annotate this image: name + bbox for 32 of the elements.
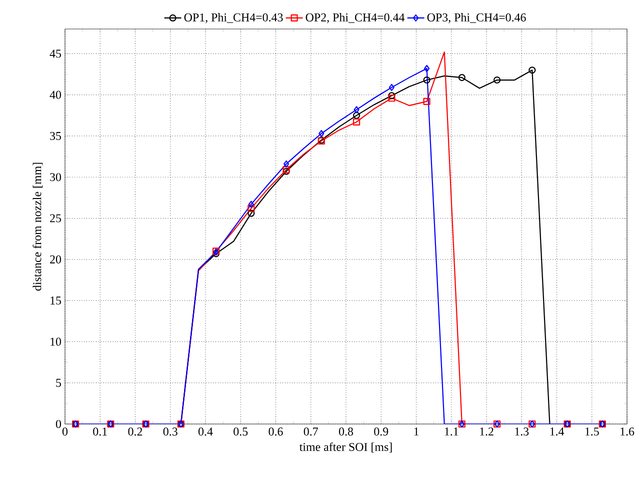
legend-label: OP1, Phi_CH4=0.43	[184, 13, 283, 24]
x-tick-label: 1.3	[515, 428, 529, 436]
y-tick-label: 20	[50, 255, 62, 264]
x-tick-label: 1	[414, 428, 419, 436]
x-tick-label: 0.3	[163, 428, 178, 436]
y-tick-label: 30	[50, 173, 62, 182]
legend-label: OP2, Phi_CH4=0.44	[306, 13, 405, 24]
y-tick-label: 5	[56, 378, 62, 387]
x-tick-label: 0.6	[268, 428, 283, 436]
x-tick-label: 1.2	[480, 428, 494, 436]
x-tick-label: 1.5	[585, 428, 599, 436]
y-tick-label: 25	[50, 214, 62, 222]
x-tick-label: 0	[62, 428, 68, 436]
x-tick-label: 0.4	[198, 428, 213, 436]
x-tick-label: 1.6	[620, 428, 634, 436]
legend-label: OP3, Phi_CH4=0.46	[427, 13, 526, 24]
x-tick-label: 0.8	[338, 428, 354, 436]
x-axis-title: time after SOI [ms]	[299, 442, 392, 452]
y-tick-label: 45	[50, 50, 62, 58]
x-tick-label: 0.9	[374, 428, 388, 436]
x-tick-label: 1.4	[550, 428, 564, 436]
y-axis-title: distance from nozzle [mm]	[32, 162, 43, 291]
y-tick-label: 40	[50, 90, 62, 99]
x-tick-label: 1.1	[444, 428, 458, 436]
y-tick-label: 10	[50, 338, 62, 346]
x-tick-label: 0.1	[93, 428, 107, 436]
y-tick-label: 0	[56, 420, 62, 428]
x-tick-label: 0.5	[234, 428, 248, 436]
x-tick-label: 0.7	[304, 428, 318, 436]
x-tick-label: 0.2	[128, 428, 142, 436]
y-tick-label: 15	[50, 296, 62, 305]
y-tick-label: 35	[50, 132, 62, 140]
